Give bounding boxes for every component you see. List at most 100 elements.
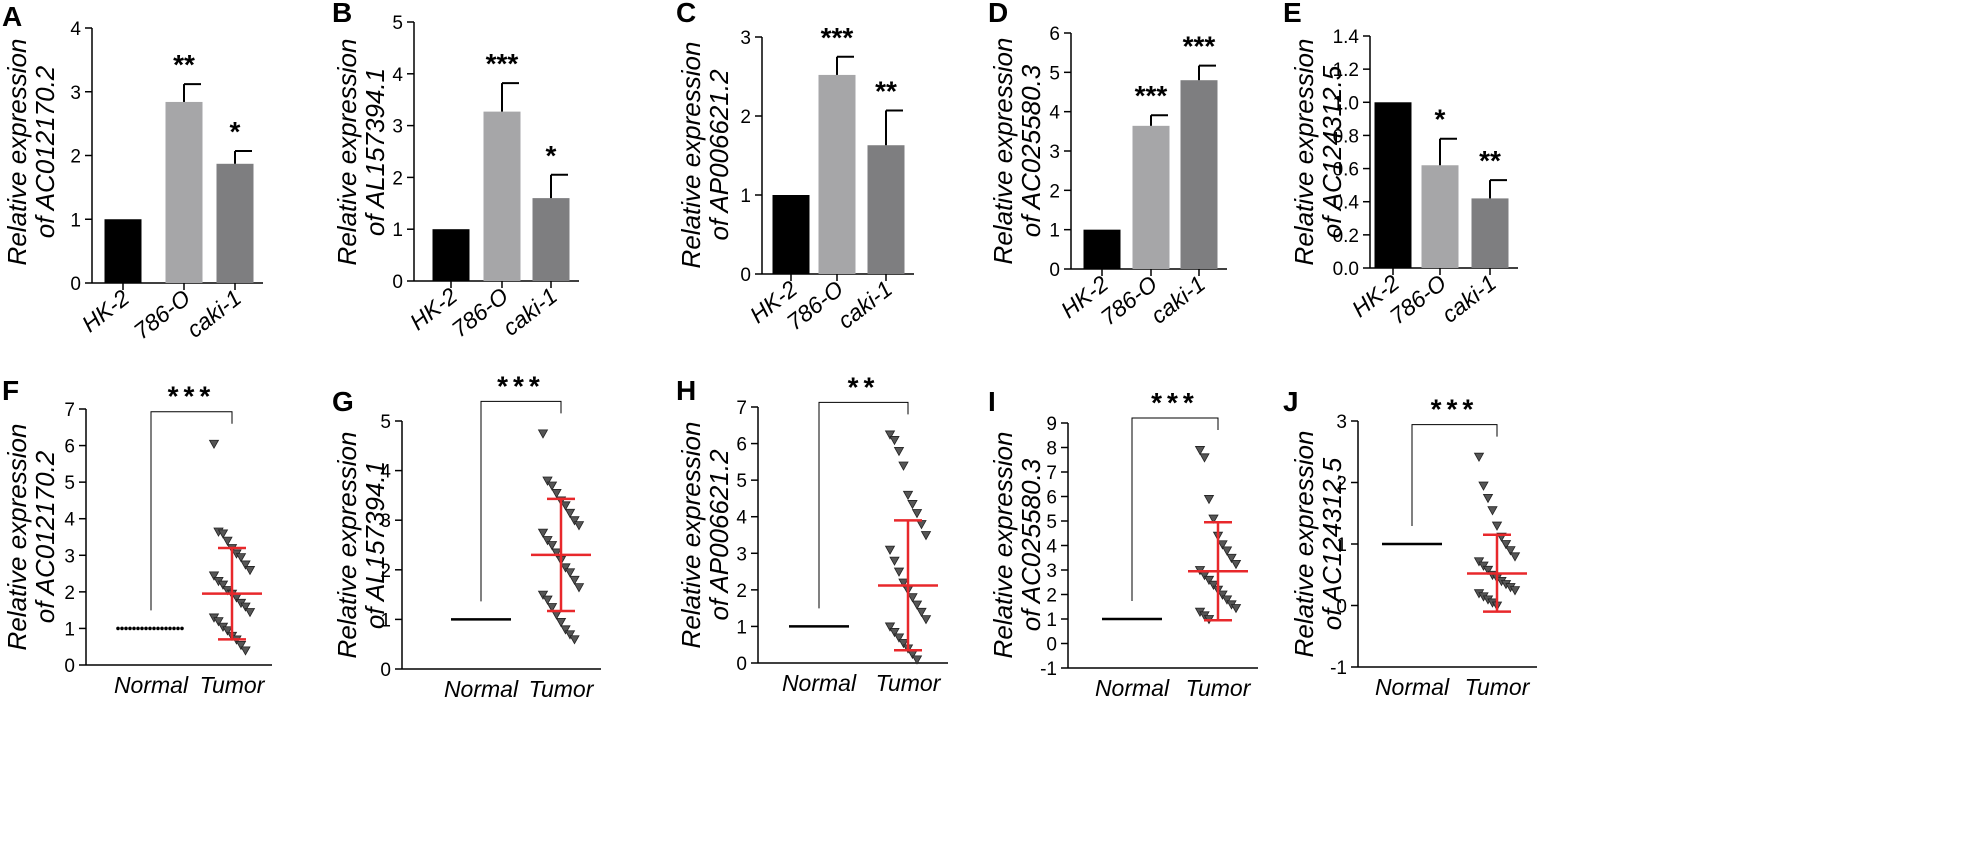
y-tick-label: 3 bbox=[64, 546, 75, 567]
normal-point bbox=[172, 626, 176, 631]
tumor-point bbox=[911, 655, 923, 665]
tumor-point bbox=[240, 560, 251, 570]
normal-point bbox=[164, 626, 168, 631]
tumor-point bbox=[1509, 552, 1521, 562]
tumor-point bbox=[564, 630, 576, 640]
tumor-point bbox=[1208, 580, 1219, 591]
y-tick-label: 1.4 bbox=[1333, 27, 1360, 48]
tumor-point bbox=[569, 575, 580, 586]
y-tick-label: -1 bbox=[1330, 658, 1347, 679]
y-tick-label: 4 bbox=[1046, 537, 1057, 558]
panel-label: C bbox=[676, 0, 696, 28]
tumor-point bbox=[537, 590, 549, 600]
significance-marker: * bbox=[230, 116, 241, 147]
y-tick-label: 4 bbox=[392, 65, 403, 86]
y-axis-label-line1: Relative expression bbox=[2, 424, 32, 651]
panel-label: B bbox=[332, 0, 352, 28]
x-category-label: caki-1 bbox=[498, 282, 562, 340]
y-tick-label: 4 bbox=[64, 510, 75, 531]
tumor-point bbox=[893, 446, 905, 457]
y-tick-label: -1 bbox=[1040, 659, 1057, 680]
tumor-point bbox=[1217, 590, 1228, 600]
x-category-label: Tumor bbox=[1465, 674, 1531, 700]
tumor-point bbox=[542, 476, 553, 486]
y-axis-label-line2: of AL157394.1 bbox=[360, 461, 390, 629]
tumor-point bbox=[573, 521, 585, 531]
y-axis-label-line1: Relative expression bbox=[332, 39, 362, 266]
y-tick-label: 0 bbox=[380, 660, 391, 681]
normal-point bbox=[140, 626, 144, 631]
x-category-label: Normal bbox=[1375, 674, 1450, 700]
y-tick-label: 0 bbox=[64, 656, 75, 677]
y-tick-label: 1.0 bbox=[1333, 93, 1359, 114]
bar-786-o bbox=[165, 101, 203, 283]
y-tick-label: 1 bbox=[1336, 535, 1347, 556]
y-tick-label: 1 bbox=[70, 210, 81, 231]
normal-point bbox=[152, 626, 156, 631]
x-category-label: Normal bbox=[114, 672, 189, 698]
y-tick-label: 5 bbox=[64, 473, 75, 494]
tumor-point bbox=[920, 615, 932, 625]
tumor-point bbox=[1203, 575, 1215, 586]
x-category-label: caki-1 bbox=[1437, 269, 1501, 327]
y-tick-label: 2 bbox=[1049, 181, 1060, 202]
y-axis-label-line2: of AC012170.2 bbox=[30, 65, 60, 238]
y-tick-label: 4 bbox=[1049, 103, 1060, 124]
tumor-point bbox=[1491, 521, 1503, 531]
tumor-point bbox=[1505, 546, 1516, 556]
tumor-point bbox=[546, 541, 558, 551]
tumor-point bbox=[546, 603, 558, 613]
tumor-point bbox=[1221, 546, 1233, 556]
tumor-point bbox=[884, 622, 896, 632]
tumor-point bbox=[244, 566, 256, 576]
normal-point bbox=[156, 626, 160, 631]
panel-label: A bbox=[2, 1, 22, 32]
y-tick-label: 1 bbox=[64, 619, 75, 640]
y-axis-label-line2: of AL157394.1 bbox=[360, 68, 390, 236]
y-tick-label: 7 bbox=[1046, 463, 1057, 484]
tumor-point bbox=[564, 568, 576, 578]
tumor-point bbox=[560, 625, 571, 635]
y-tick-label: 0 bbox=[1049, 260, 1060, 281]
tumor-point bbox=[569, 516, 580, 526]
y-tick-label: 6 bbox=[1049, 24, 1060, 45]
panel-a: A Relative expressionof AC012170.2 0 1 2 3 4 HK… bbox=[2, 1, 263, 344]
significance-marker: *** bbox=[821, 22, 854, 53]
tumor-point bbox=[884, 545, 896, 555]
y-tick-label: 0.6 bbox=[1333, 160, 1359, 181]
panel-label: E bbox=[1283, 0, 1302, 28]
tumor-point bbox=[1509, 586, 1521, 596]
y-tick-label: 2 bbox=[380, 561, 391, 582]
y-axis-label: Relative expressionof AL157394.1 bbox=[332, 432, 390, 659]
x-category-label: Normal bbox=[444, 676, 519, 702]
tumor-point bbox=[920, 531, 932, 541]
significance-marker: *** bbox=[1431, 394, 1479, 425]
tumor-point bbox=[889, 436, 900, 446]
tumor-point bbox=[1482, 493, 1494, 504]
y-tick-label: 4 bbox=[380, 462, 391, 483]
x-category-label: Tumor bbox=[1186, 675, 1252, 701]
y-tick-label: 5 bbox=[1046, 512, 1057, 533]
y-axis-label-line1: Relative expression bbox=[332, 432, 362, 659]
significance-marker: *** bbox=[486, 48, 519, 79]
significance-bracket bbox=[1411, 424, 1498, 526]
tumor-point bbox=[213, 617, 224, 627]
normal-point bbox=[160, 626, 164, 631]
tumor-point bbox=[1230, 604, 1242, 614]
y-tick-label: 0.0 bbox=[1333, 259, 1359, 280]
y-axis-label-line2: of AP006621.2 bbox=[704, 69, 734, 241]
x-category-label: caki-1 bbox=[182, 284, 246, 342]
y-tick-label: 0.4 bbox=[1333, 193, 1360, 214]
bar-786-o bbox=[1132, 125, 1170, 270]
bar-caki-1 bbox=[216, 163, 254, 283]
bar-786-o bbox=[483, 111, 521, 281]
tumor-point bbox=[546, 481, 558, 491]
y-tick-label: 3 bbox=[392, 117, 403, 138]
y-tick-label: 0 bbox=[1046, 635, 1057, 656]
significance-marker: *** bbox=[168, 381, 216, 412]
y-axis-label: Relative expressionof AC124312.5 bbox=[1289, 39, 1347, 266]
significance-marker: * bbox=[546, 140, 557, 171]
